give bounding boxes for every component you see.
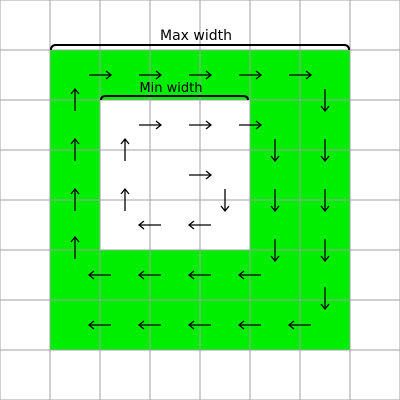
arrow-down-icon <box>320 239 330 263</box>
arrow-right-icon <box>289 70 313 80</box>
arrow-right-icon <box>89 70 113 80</box>
arrow-left-icon <box>187 270 211 280</box>
arrow-right-icon <box>239 120 263 130</box>
arrow-up-icon <box>120 137 130 161</box>
max-width-bracket <box>50 44 350 51</box>
arrow-left-icon <box>237 320 261 330</box>
max-width-label: Max width <box>160 28 232 44</box>
arrow-left-icon <box>187 220 211 230</box>
arrow-right-icon <box>139 70 163 80</box>
arrow-down-icon <box>320 189 330 213</box>
arrow-right-icon <box>239 70 263 80</box>
arrow-right-icon <box>189 120 213 130</box>
arrow-left-icon <box>137 270 161 280</box>
arrow-left-icon <box>87 270 111 280</box>
min-width-label: Min width <box>139 81 202 96</box>
arrow-up-icon <box>70 187 80 211</box>
arrow-down-icon <box>320 287 330 311</box>
arrow-down-icon <box>270 189 280 213</box>
arrow-right-icon <box>139 120 163 130</box>
arrow-right-icon <box>189 170 213 180</box>
arrow-left-icon <box>137 220 161 230</box>
arrow-down-icon <box>320 89 330 113</box>
arrow-down-icon <box>270 139 280 163</box>
arrow-up-icon <box>70 87 80 111</box>
arrow-left-icon <box>187 320 211 330</box>
arrow-up-icon <box>70 235 80 259</box>
arrows <box>70 70 330 330</box>
min-width-region <box>100 100 250 250</box>
arrow-up-icon <box>120 187 130 211</box>
arrow-left-icon <box>287 320 311 330</box>
arrow-up-icon <box>70 137 80 161</box>
arrow-left-icon <box>87 320 111 330</box>
arrow-down-icon <box>270 239 280 263</box>
arrow-left-icon <box>137 320 161 330</box>
arrow-down-icon <box>220 189 230 213</box>
arrow-right-icon <box>189 70 213 80</box>
arrow-left-icon <box>237 270 261 280</box>
arrow-down-icon <box>320 139 330 163</box>
min-width-bracket <box>100 95 249 101</box>
